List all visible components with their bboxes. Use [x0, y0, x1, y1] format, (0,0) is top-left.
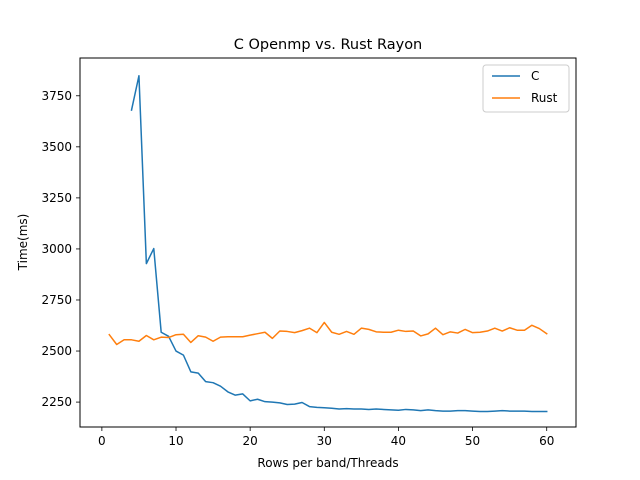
plot-frame — [79, 57, 577, 428]
y-tick-label: 2500 — [41, 344, 72, 358]
chart-title: C Openmp vs. Rust Rayon — [234, 37, 423, 53]
legend-label-rust: Rust — [531, 91, 558, 105]
y-tick-label: 3000 — [41, 242, 72, 256]
y-tick-label: 2750 — [41, 293, 72, 307]
y-tick-label: 3750 — [41, 89, 72, 103]
y-axis: 2250 2500 2750 3000 3250 3500 3750 — [41, 89, 80, 409]
x-tick-label: 10 — [168, 434, 183, 448]
y-axis-title: Time(ms) — [16, 214, 30, 272]
x-tick-label: 60 — [539, 434, 554, 448]
series-line-c — [130, 75, 548, 413]
x-axis: 0 10 20 30 40 50 60 — [98, 427, 554, 448]
y-tick-label: 2250 — [41, 395, 72, 409]
legend-label-c: C — [531, 69, 539, 83]
y-tick-label: 3500 — [41, 140, 72, 154]
y-tick-label: 3250 — [41, 191, 72, 205]
x-tick-label: 30 — [317, 434, 332, 448]
series-layer — [108, 75, 548, 413]
x-axis-title: Rows per band/Threads — [257, 456, 398, 470]
x-tick-label: 0 — [98, 434, 106, 448]
x-tick-label: 40 — [391, 434, 406, 448]
series-line-rust — [108, 321, 548, 346]
x-tick-label: 50 — [465, 434, 480, 448]
x-tick-label: 20 — [243, 434, 258, 448]
legend: C Rust — [482, 64, 570, 113]
